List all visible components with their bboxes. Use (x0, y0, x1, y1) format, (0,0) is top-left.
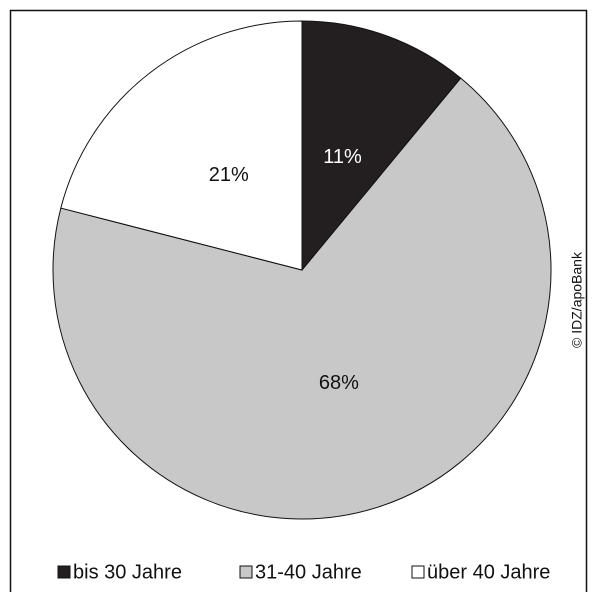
frame (9, 9, 588, 592)
copyright: © IDZ/apoBank (569, 251, 585, 348)
legend-label: 31-40 Jahre (255, 561, 362, 583)
slice-label: 21% (209, 164, 249, 186)
legend-swatch (411, 565, 425, 579)
pie-slice (301, 20, 462, 272)
slice-label: 11% (323, 146, 362, 168)
legend-label: über 40 Jahre (427, 561, 550, 583)
slice-label: 68% (319, 372, 359, 394)
legend-label: bis 30 Jahre (73, 561, 182, 583)
pie-slice (60, 20, 303, 271)
legend-swatch (57, 565, 71, 579)
pie-slice (52, 77, 552, 520)
legend-swatch (239, 565, 253, 579)
